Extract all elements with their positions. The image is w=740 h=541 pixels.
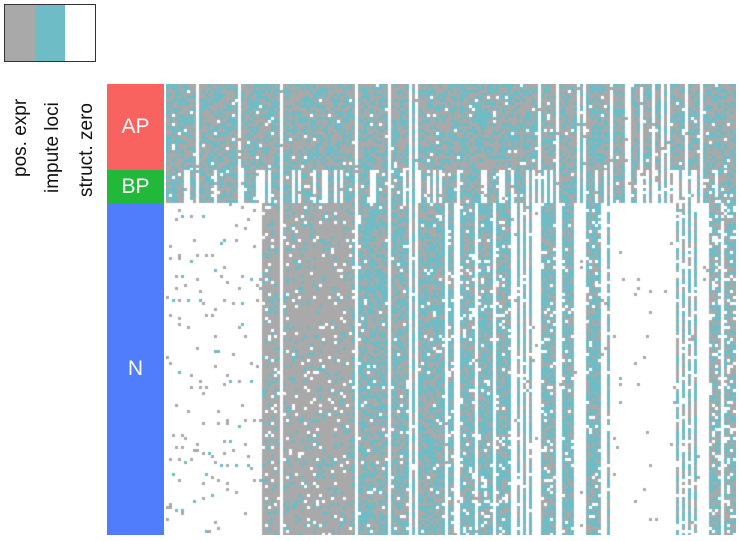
group-bar-ap: AP bbox=[107, 84, 164, 170]
group-label-bp: BP bbox=[121, 174, 150, 198]
legend-label-struct-zero: struct. zero bbox=[76, 103, 97, 197]
group-label-ap: AP bbox=[121, 115, 150, 138]
group-bar-bp: BP bbox=[107, 170, 164, 203]
legend-label-pos-expr: pos. expr bbox=[10, 98, 31, 177]
legend-label-impute-loci: impute loci bbox=[42, 102, 63, 193]
group-bar-n: N bbox=[107, 203, 164, 535]
legend-swatch-struct-zero bbox=[65, 5, 95, 61]
legend-swatch-impute-loci bbox=[35, 5, 65, 61]
legend-swatch-pos-expr bbox=[5, 5, 35, 61]
legend bbox=[4, 4, 96, 62]
heatmap-canvas bbox=[166, 84, 736, 535]
group-label-n: N bbox=[127, 357, 144, 380]
